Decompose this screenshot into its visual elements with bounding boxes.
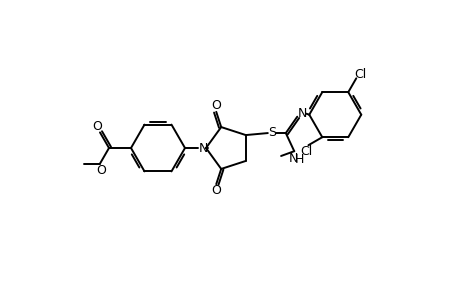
Text: H: H	[294, 153, 303, 166]
Text: O: O	[96, 164, 106, 177]
Text: Cl: Cl	[300, 145, 312, 158]
Text: N: N	[297, 107, 306, 120]
Text: S: S	[267, 126, 275, 139]
Text: N: N	[288, 152, 297, 165]
Text: O: O	[211, 99, 221, 112]
Text: Cl: Cl	[353, 68, 366, 81]
Text: O: O	[92, 120, 102, 133]
Text: O: O	[211, 184, 221, 196]
Text: N: N	[198, 142, 207, 154]
